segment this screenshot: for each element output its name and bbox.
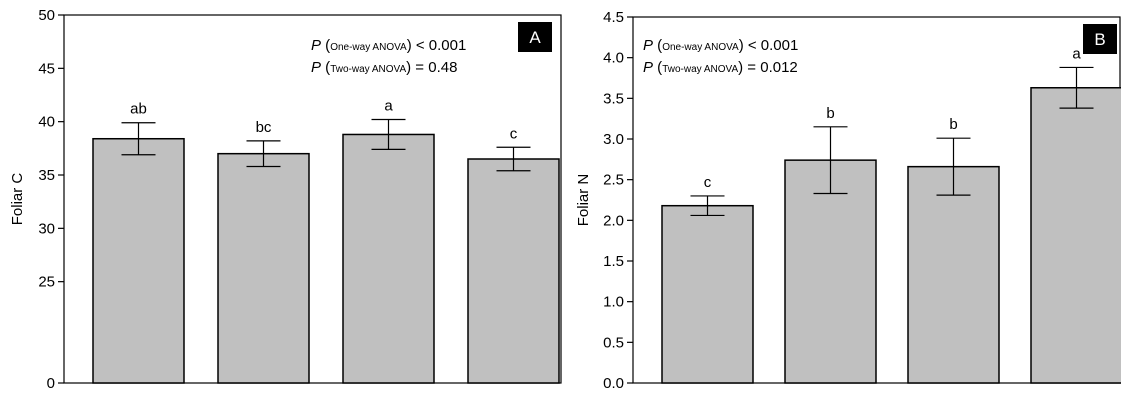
y-tick-label: 50 bbox=[38, 7, 55, 24]
y-axis-label: Foliar N bbox=[575, 174, 592, 227]
chart-panel-b: 0.0 0.5 1.0 1.5 2.0 2.5 3.0 3.5 4.0 4.5 Foliar N c b… bbox=[575, 9, 1121, 392]
anova-annotation: P (Two-way ANOVA) = 0.48 bbox=[311, 59, 457, 76]
error-bar bbox=[936, 137, 971, 196]
bar bbox=[342, 133, 435, 384]
anova-result: ) = 0.48 bbox=[406, 59, 457, 76]
y-tick-label: 4.0 bbox=[603, 50, 624, 67]
panel-badge bbox=[518, 22, 552, 52]
plot-frame bbox=[63, 14, 562, 384]
p-symbol: P bbox=[643, 59, 653, 76]
error-bar bbox=[1059, 66, 1094, 109]
anova-open: ( bbox=[321, 59, 330, 76]
bar bbox=[467, 158, 560, 384]
anova-open: ( bbox=[653, 37, 662, 54]
p-symbol: P bbox=[643, 37, 653, 54]
y-tick-label: 3.0 bbox=[603, 131, 624, 148]
anova-result: ) = 0.012 bbox=[738, 59, 798, 76]
bar bbox=[217, 152, 310, 384]
significance-letter: c bbox=[704, 174, 712, 191]
bar bbox=[92, 137, 185, 384]
error-bar bbox=[371, 118, 406, 150]
y-tick-label: 1.0 bbox=[603, 294, 624, 311]
y-tick-label: 3.5 bbox=[603, 90, 624, 107]
anova-result: ) < 0.001 bbox=[407, 37, 467, 54]
anova-test: Two-way ANOVA bbox=[662, 64, 738, 75]
y-tick-label: 2.5 bbox=[603, 172, 624, 189]
anova-open: ( bbox=[321, 37, 330, 54]
y-tick-label: 0.5 bbox=[603, 334, 624, 351]
y-tick-label: 4.5 bbox=[603, 9, 624, 26]
bar bbox=[661, 204, 754, 384]
y-tick-label: 35 bbox=[38, 167, 55, 184]
bar bbox=[1030, 87, 1121, 384]
panel-label: A bbox=[529, 28, 541, 47]
significance-letter: c bbox=[510, 125, 518, 142]
error-bar bbox=[690, 195, 725, 217]
error-bar bbox=[246, 140, 281, 168]
bar bbox=[784, 159, 877, 384]
anova-test: One-way ANOVA bbox=[662, 42, 739, 53]
significance-letter: b bbox=[949, 116, 957, 133]
significance-letter: ab bbox=[130, 101, 147, 118]
anova-annotation: P (One-way ANOVA) < 0.001 bbox=[311, 37, 466, 54]
anova-annotation: P (One-way ANOVA) < 0.001 bbox=[643, 37, 798, 54]
y-tick-label: 40 bbox=[38, 114, 55, 131]
significance-letter: a bbox=[384, 98, 393, 115]
y-tick-label: 25 bbox=[38, 274, 55, 291]
y-tick-label: 1.5 bbox=[603, 253, 624, 270]
error-bar bbox=[121, 122, 156, 156]
anova-test: Two-way ANOVA bbox=[330, 64, 406, 75]
significance-letter: b bbox=[826, 105, 834, 122]
y-axis-label: Foliar C bbox=[9, 173, 26, 226]
panel-badge bbox=[1083, 24, 1117, 54]
error-bar bbox=[496, 146, 531, 172]
anova-annotation: P (Two-way ANOVA) = 0.012 bbox=[643, 59, 798, 76]
y-tick-label: 2.0 bbox=[603, 212, 624, 229]
chart-panel-a: 0 25 30 35 40 45 50 Foliar C ab bc a c P (One-way AN… bbox=[9, 7, 562, 392]
significance-letter: a bbox=[1072, 45, 1081, 62]
error-bar bbox=[813, 126, 848, 195]
y-tick-label: 0.0 bbox=[603, 375, 624, 392]
y-tick-label: 45 bbox=[38, 60, 55, 77]
anova-test: One-way ANOVA bbox=[330, 42, 407, 53]
p-symbol: P bbox=[311, 59, 321, 76]
y-tick-label: 30 bbox=[38, 220, 55, 237]
y-tick-label: 0 bbox=[47, 375, 55, 392]
anova-open: ( bbox=[653, 59, 662, 76]
significance-letter: bc bbox=[256, 119, 272, 136]
anova-result: ) < 0.001 bbox=[739, 37, 799, 54]
bar bbox=[907, 165, 1000, 384]
panel-label: B bbox=[1094, 30, 1105, 49]
p-symbol: P bbox=[311, 37, 321, 54]
